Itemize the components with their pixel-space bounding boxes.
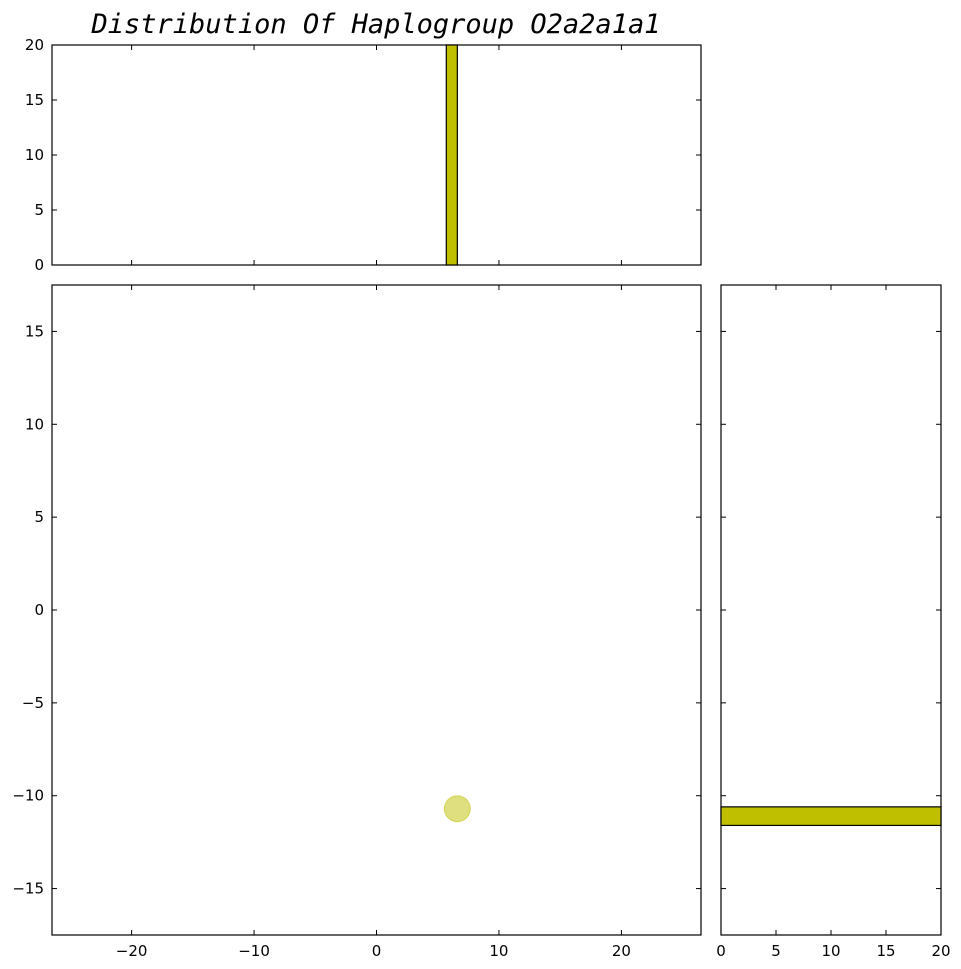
x-tick-label: 20 [931,942,950,960]
right-histogram-frame [720,284,942,936]
top-histogram: 0 5 10 15 20 [25,36,702,274]
y-tick-label: 15 [25,91,44,109]
y-tick-label: 10 [25,146,44,164]
y-tick-label: −15 [12,880,44,898]
x-tick-label: −10 [238,942,270,960]
scatter-plot: −20 −10 0 10 20 −15 −10 −5 0 5 10 15 [12,284,702,960]
y-tick-label: 5 [34,201,44,219]
histogram-bar [445,44,458,266]
x-tick-label: 10 [489,942,508,960]
y-tick-label: 0 [34,256,44,274]
y-tick-label: 15 [25,322,44,340]
x-tick-label: 0 [716,942,726,960]
chart-title: Distribution Of Haplogroup O2a2a1a1 [91,9,661,40]
x-tick-label: 20 [612,942,631,960]
y-tick-label: 10 [25,415,44,433]
y-tick-label: 0 [34,601,44,619]
scatter-frame [51,284,702,936]
scatter-point [443,795,471,823]
y-tick-label: 20 [25,36,44,54]
x-tick-label: 10 [821,942,840,960]
y-tick-label: −5 [22,694,44,712]
x-tick-label: −20 [116,942,148,960]
right-histogram: 0 5 10 15 20 [716,284,951,960]
x-tick-label: 0 [372,942,382,960]
y-tick-label: 5 [34,508,44,526]
histogram-bar [720,806,942,827]
x-tick-label: 15 [876,942,895,960]
top-histogram-frame [51,44,702,266]
x-tick-label: 5 [771,942,781,960]
y-tick-label: −10 [12,787,44,805]
